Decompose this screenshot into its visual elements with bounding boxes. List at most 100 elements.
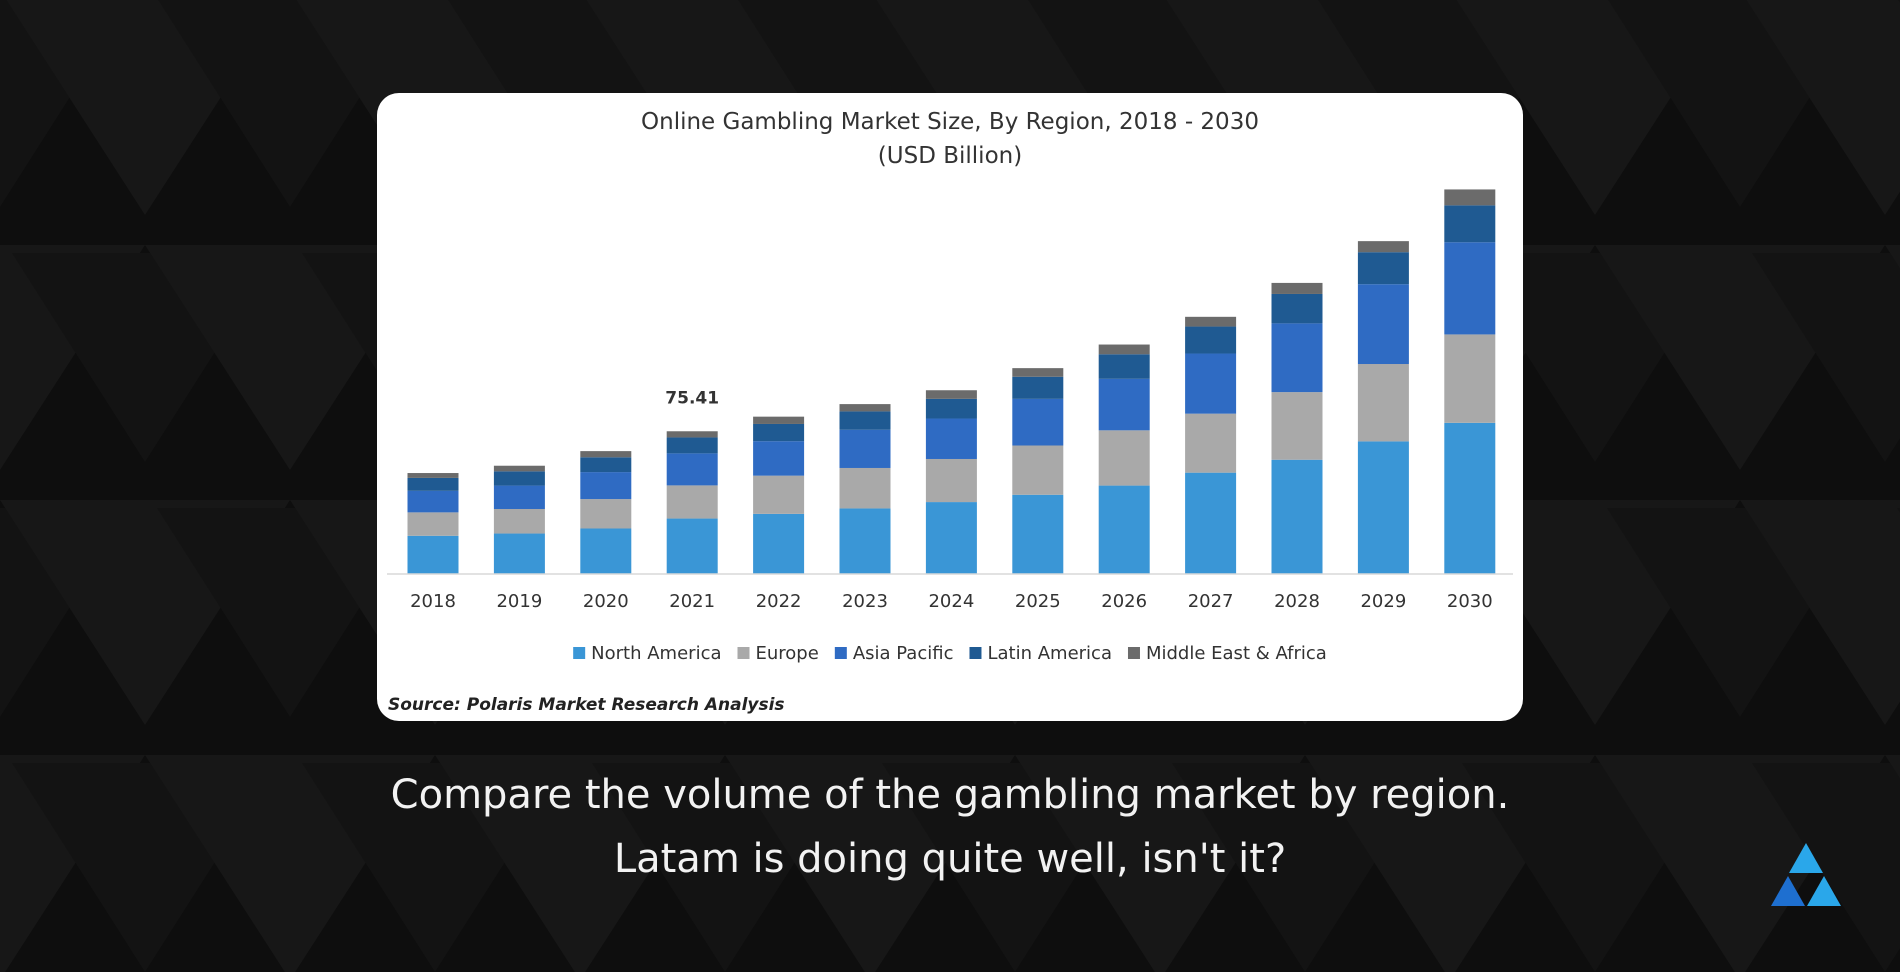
bar-segment-2021-north-america xyxy=(666,518,718,574)
legend-label: North America xyxy=(591,643,721,664)
bar-segment-2018-middle-east-africa xyxy=(407,473,459,478)
bar-segment-2027-middle-east-africa xyxy=(1185,316,1237,327)
bg-triangle xyxy=(1885,245,1900,269)
bar-segment-2024-latin-america xyxy=(925,398,977,419)
legend-label: Latin America xyxy=(987,643,1112,664)
bar-segment-2021-asia-pacific xyxy=(666,453,718,486)
bg-triangle xyxy=(1897,508,1900,513)
chart-title: Online Gambling Market Size, By Region, … xyxy=(641,109,1259,135)
bar-segment-2022-latin-america xyxy=(753,423,805,442)
bar-segment-2018-north-america xyxy=(407,535,459,574)
bars-group xyxy=(407,189,1496,574)
x-tick-label: 2022 xyxy=(756,591,802,612)
legend-item-latin-america: Latin America xyxy=(969,643,1112,664)
legend-label: Middle East & Africa xyxy=(1146,643,1327,664)
legend-item-asia-pacific: Asia Pacific xyxy=(834,643,954,664)
bar-segment-2020-asia-pacific xyxy=(580,472,632,500)
bar-segment-2025-europe xyxy=(1012,445,1064,495)
legend-swatch xyxy=(573,647,586,659)
bar-segment-2025-latin-america xyxy=(1012,376,1064,399)
bar-segment-2026-middle-east-africa xyxy=(1098,344,1150,355)
data-labels: 75.41 xyxy=(665,388,719,408)
bar-segment-2020-middle-east-africa xyxy=(580,451,632,458)
bar-segment-2029-asia-pacific xyxy=(1357,284,1409,365)
bar-segment-2024-north-america xyxy=(925,502,977,574)
bar-segment-2025-asia-pacific xyxy=(1012,398,1064,446)
source-note: Source: Polaris Market Research Analysis xyxy=(388,695,785,715)
bar-segment-2030-asia-pacific xyxy=(1444,242,1496,335)
bar-segment-2018-latin-america xyxy=(407,477,459,491)
bar-segment-2024-asia-pacific xyxy=(925,418,977,459)
bar-segment-2028-north-america xyxy=(1271,459,1323,574)
bar-segment-2019-middle-east-africa xyxy=(493,465,545,472)
x-tick-label: 2018 xyxy=(410,591,456,612)
bar-segment-2029-middle-east-africa xyxy=(1357,241,1409,253)
bar-segment-2020-latin-america xyxy=(580,457,632,473)
bg-triangle xyxy=(1885,755,1900,779)
bar-segment-2019-asia-pacific xyxy=(493,485,545,510)
bar-segment-2019-europe xyxy=(493,509,545,534)
legend-label: Europe xyxy=(756,643,819,664)
x-tick-label: 2024 xyxy=(928,591,974,612)
chart-subtitle: (USD Billion) xyxy=(878,143,1022,169)
x-tick-label: 2026 xyxy=(1101,591,1147,612)
bar-segment-2024-europe xyxy=(925,458,977,503)
caption-line-2: Latam is doing quite well, isn't it? xyxy=(613,836,1287,882)
bar-segment-2019-latin-america xyxy=(493,471,545,486)
caption: Compare the volume of the gambling marke… xyxy=(0,763,1900,891)
bar-segment-2023-middle-east-africa xyxy=(839,404,891,412)
x-tick-label: 2029 xyxy=(1360,591,1406,612)
bar-segment-2020-europe xyxy=(580,499,632,529)
bar-segment-2028-asia-pacific xyxy=(1271,323,1323,393)
bar-segment-2027-north-america xyxy=(1185,472,1237,574)
legend-swatch xyxy=(1127,647,1140,659)
bar-segment-2022-middle-east-africa xyxy=(753,416,805,424)
bar-segment-2023-north-america xyxy=(839,508,891,574)
bar-segment-2021-europe xyxy=(666,485,718,519)
bar-segment-2026-latin-america xyxy=(1098,354,1150,379)
bar-segment-2022-north-america xyxy=(753,513,805,574)
bar-segment-2023-latin-america xyxy=(839,411,891,430)
legend-item-middle-east-africa: Middle East & Africa xyxy=(1127,643,1327,664)
bar-segment-2027-asia-pacific xyxy=(1185,353,1237,414)
bar-segment-2028-middle-east-africa xyxy=(1271,282,1323,294)
logo-top-triangle xyxy=(1789,843,1823,873)
bar-segment-2030-latin-america xyxy=(1444,205,1496,243)
bar-segment-2021-middle-east-africa xyxy=(666,431,718,438)
bar-segment-2022-europe xyxy=(753,475,805,514)
bar-segment-2026-north-america xyxy=(1098,485,1150,574)
x-tick-label: 2023 xyxy=(842,591,888,612)
x-tick-label: 2030 xyxy=(1447,591,1493,612)
bar-segment-2024-middle-east-africa xyxy=(925,390,977,399)
bar-segment-2025-north-america xyxy=(1012,494,1064,574)
bar-segment-2020-north-america xyxy=(580,528,632,574)
bar-segment-2030-middle-east-africa xyxy=(1444,189,1496,206)
bar-segment-2019-north-america xyxy=(493,533,545,574)
data-label: 75.41 xyxy=(665,388,719,408)
x-tick-label: 2027 xyxy=(1188,591,1234,612)
bar-segment-2029-latin-america xyxy=(1357,252,1409,285)
bg-triangle xyxy=(1752,763,1900,972)
bg-triangle xyxy=(0,0,132,207)
bar-segment-2021-latin-america xyxy=(666,437,718,454)
x-tick-label: 2020 xyxy=(583,591,629,612)
bar-segment-2030-north-america xyxy=(1444,422,1496,574)
bar-segment-2029-europe xyxy=(1357,364,1409,442)
bar-segment-2030-europe xyxy=(1444,334,1496,423)
legend-swatch xyxy=(737,647,750,659)
bar-segment-2025-middle-east-africa xyxy=(1012,368,1064,377)
chart-card: Online Gambling Market Size, By Region, … xyxy=(377,93,1523,721)
logo-left-triangle xyxy=(1771,876,1805,906)
triangle-logo-icon xyxy=(1771,843,1841,906)
bar-segment-2023-europe xyxy=(839,467,891,509)
bg-triangle xyxy=(1746,0,1900,215)
bar-segment-2029-north-america xyxy=(1357,441,1409,574)
legend-swatch xyxy=(834,647,847,659)
bar-segment-2028-latin-america xyxy=(1271,293,1323,324)
bar-segment-2027-latin-america xyxy=(1185,326,1237,354)
stacked-bar-chart: Online Gambling Market Size, By Region, … xyxy=(387,109,1513,715)
legend-label: Asia Pacific xyxy=(853,643,954,664)
logo-right-triangle xyxy=(1807,876,1841,906)
bar-segment-2023-asia-pacific xyxy=(839,429,891,468)
bar-segment-2027-europe xyxy=(1185,413,1237,473)
